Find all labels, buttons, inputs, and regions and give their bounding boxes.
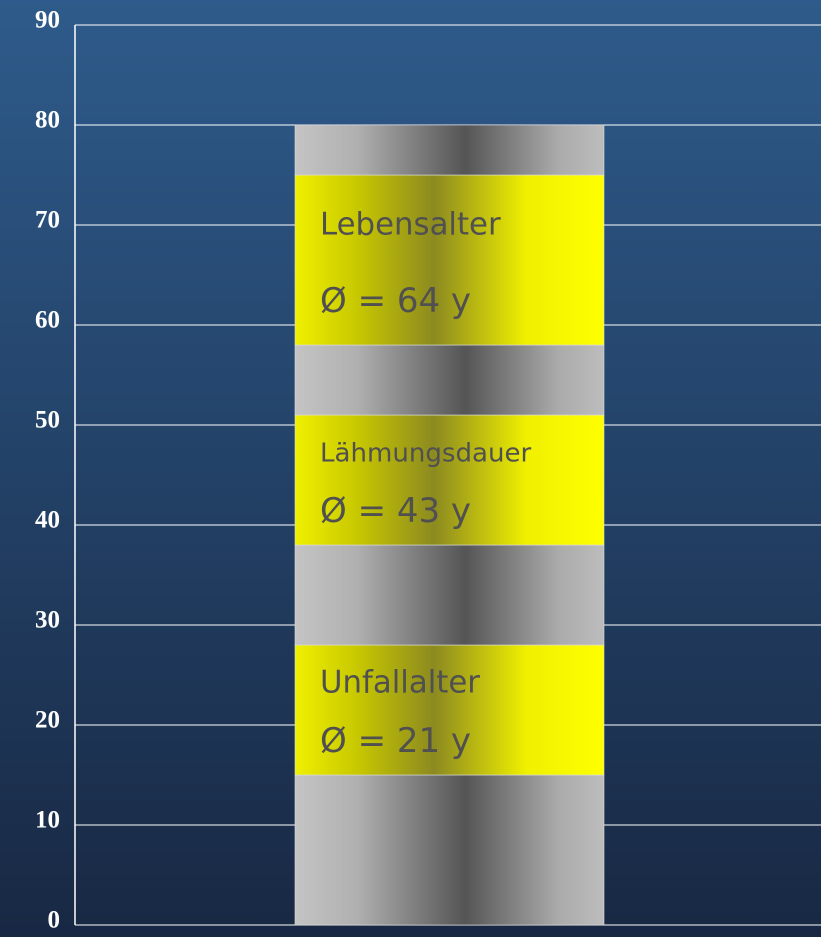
y-tick-label: 10 bbox=[35, 807, 60, 834]
segment-label: Ø = 21 y bbox=[320, 721, 471, 761]
y-tick-label: 80 bbox=[35, 107, 60, 134]
segment-label: Ø = 64 y bbox=[320, 281, 471, 321]
y-tick-label: 60 bbox=[35, 307, 60, 334]
y-tick-label: 30 bbox=[35, 607, 60, 634]
segment-label: Lebensalter bbox=[320, 207, 501, 243]
bar-segment bbox=[294, 544, 605, 646]
bar-segment bbox=[294, 644, 605, 776]
y-tick-label: 20 bbox=[35, 707, 60, 734]
bar-segment bbox=[294, 774, 605, 926]
y-tick-label: 0 bbox=[48, 907, 61, 934]
y-tick-label: 40 bbox=[35, 507, 60, 534]
segment-label: Unfallalter bbox=[320, 665, 480, 701]
segment-label: Ø = 43 y bbox=[320, 491, 471, 531]
bar-segment bbox=[294, 344, 605, 416]
segment-label: Lähmungsdauer bbox=[320, 439, 532, 469]
y-tick-label: 70 bbox=[35, 207, 60, 234]
bar-segment bbox=[294, 414, 605, 546]
y-tick-label: 90 bbox=[35, 7, 60, 34]
bar-segment bbox=[294, 174, 605, 346]
bar-segment bbox=[294, 124, 605, 176]
y-tick-label: 50 bbox=[35, 407, 60, 434]
